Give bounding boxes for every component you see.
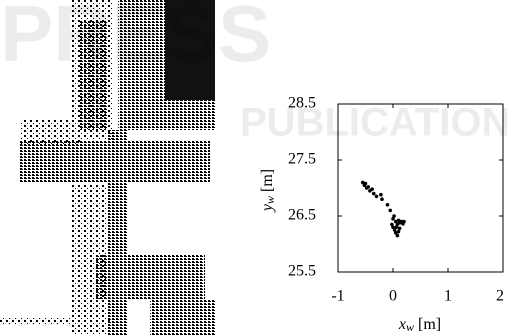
figure: PRESS PUBLICATIONS xw[m] yw[m] -1 0 1 2 25.5… <box>0 0 507 335</box>
x-tick-label: -1 <box>331 288 344 305</box>
point <box>364 182 368 186</box>
watermark: PRESS <box>0 0 271 78</box>
point <box>395 225 399 229</box>
point <box>402 220 406 224</box>
watermark: PUBLICATIONS <box>240 101 507 145</box>
y-tick-label: 28.5 <box>288 95 316 112</box>
x-tick-label: 0 <box>389 288 397 305</box>
point <box>386 203 390 207</box>
point <box>370 187 374 191</box>
point <box>396 234 400 238</box>
y-tick-label: 27.5 <box>288 151 316 168</box>
point <box>397 230 401 234</box>
point <box>398 227 402 231</box>
point <box>375 195 379 199</box>
point <box>372 192 376 196</box>
point <box>366 185 370 189</box>
point <box>379 193 383 197</box>
point <box>388 209 392 213</box>
point <box>392 214 396 218</box>
x-axis-label: xw[m] <box>398 316 441 334</box>
point <box>380 197 384 201</box>
y-axis-label: yw[m] <box>259 169 277 213</box>
y-tick-label: 25.5 <box>288 263 316 280</box>
x-tick-label: 1 <box>444 288 452 305</box>
x-tick-label: 2 <box>496 288 504 305</box>
y-tick-label: 26.5 <box>288 207 316 224</box>
point <box>390 223 394 227</box>
